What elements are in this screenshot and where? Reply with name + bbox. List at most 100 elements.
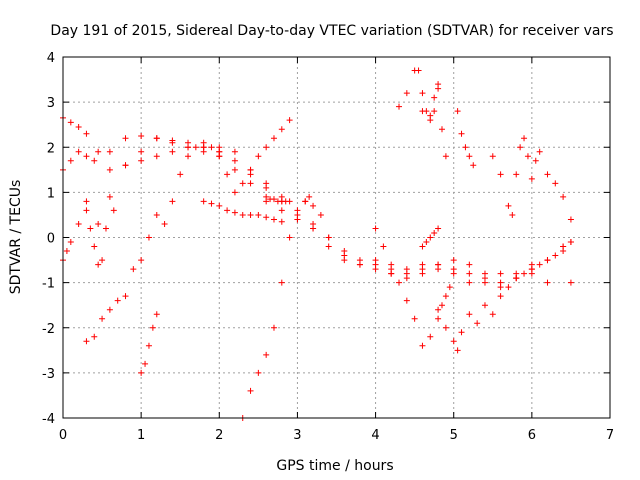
x-tick-label: 5 [450, 428, 458, 443]
data-point [91, 157, 98, 164]
data-point [427, 333, 434, 340]
data-point [95, 220, 102, 227]
data-point [91, 333, 98, 340]
data-point [138, 369, 145, 376]
data-point [419, 270, 426, 277]
data-point [110, 207, 117, 214]
data-point [270, 324, 277, 331]
data-point [255, 369, 262, 376]
data-point [372, 225, 379, 232]
data-point [435, 306, 442, 313]
data-point [435, 266, 442, 273]
data-point [423, 108, 430, 115]
data-point [388, 261, 395, 268]
data-point [446, 284, 453, 291]
data-point [231, 148, 238, 155]
x-tick-label: 3 [293, 428, 301, 443]
data-point [560, 243, 567, 250]
data-point [247, 166, 254, 173]
x-tick-label: 6 [528, 428, 536, 443]
y-tick-label: -4 [42, 412, 55, 427]
x-tick-label: 4 [371, 428, 379, 443]
data-point [138, 257, 145, 264]
data-point [169, 148, 176, 155]
x-tick-label: 7 [606, 428, 614, 443]
data-point [427, 117, 434, 124]
data-point [122, 293, 129, 300]
data-point [450, 338, 457, 345]
data-point [524, 153, 531, 160]
data-point [67, 157, 74, 164]
series-track-4 [83, 139, 223, 345]
data-point [454, 347, 461, 354]
data-point [138, 132, 145, 139]
data-point [536, 261, 543, 268]
data-point [270, 135, 277, 142]
data-point [185, 139, 192, 146]
data-point [247, 387, 254, 394]
data-point [497, 270, 504, 277]
data-point [528, 266, 535, 273]
data-point [216, 153, 223, 160]
data-point [153, 311, 160, 318]
data-point [458, 130, 465, 137]
y-tick-label: 0 [47, 232, 55, 247]
data-point [149, 324, 156, 331]
data-point [153, 153, 160, 160]
data-point [536, 148, 543, 155]
data-point [450, 257, 457, 264]
data-point [145, 342, 152, 349]
data-point [75, 220, 82, 227]
data-point [63, 248, 70, 255]
data-point [83, 153, 90, 160]
data-point [497, 279, 504, 286]
series-track-18 [435, 284, 453, 313]
data-point [255, 153, 262, 160]
data-point [263, 214, 270, 221]
y-tick-label: 2 [47, 141, 55, 156]
data-point [161, 220, 168, 227]
data-point [270, 216, 277, 223]
data-point [552, 180, 559, 187]
data-point [442, 153, 449, 160]
data-point [458, 329, 465, 336]
data-point [388, 270, 395, 277]
data-point [317, 211, 324, 218]
data-point [239, 211, 246, 218]
data-point [142, 360, 149, 367]
data-point [466, 279, 473, 286]
data-point [99, 257, 106, 264]
data-point [466, 311, 473, 318]
data-point [532, 157, 539, 164]
data-point [497, 293, 504, 300]
data-point [278, 207, 285, 214]
data-point [521, 135, 528, 142]
y-tick-label: -3 [42, 367, 55, 382]
data-point [325, 234, 332, 241]
data-point [75, 123, 82, 130]
data-point [419, 342, 426, 349]
data-point [231, 189, 238, 196]
data-point [122, 135, 129, 142]
data-point [450, 270, 457, 277]
data-point [396, 103, 403, 110]
data-point [208, 200, 215, 207]
data-point [411, 315, 418, 322]
series-track-9 [216, 117, 293, 196]
data-point [435, 315, 442, 322]
data-point [67, 119, 74, 126]
data-point [489, 153, 496, 160]
data-point [231, 166, 238, 173]
data-point [435, 225, 442, 232]
data-point [454, 108, 461, 115]
data-point [513, 171, 520, 178]
data-point [438, 126, 445, 133]
data-point [310, 220, 317, 227]
x-tick-label: 2 [215, 428, 223, 443]
data-point [87, 225, 94, 232]
data-point [278, 126, 285, 133]
data-point [474, 320, 481, 327]
data-point [380, 243, 387, 250]
